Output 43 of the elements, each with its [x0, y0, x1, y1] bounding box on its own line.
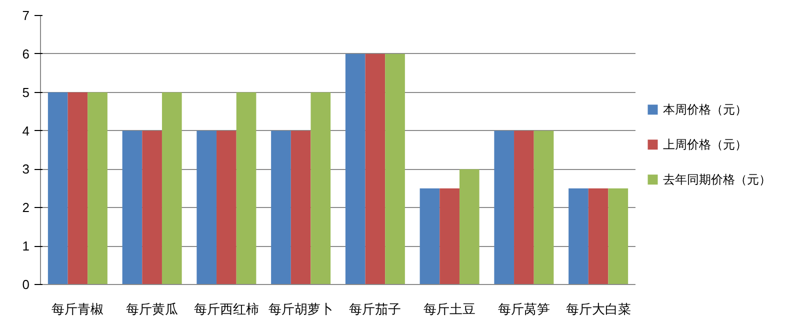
bar	[48, 92, 68, 284]
bar	[420, 188, 440, 284]
y-tick-label: 2	[22, 200, 30, 216]
y-tick-label: 5	[22, 84, 30, 100]
bar	[122, 130, 142, 284]
y-tick-label: 4	[22, 123, 30, 138]
legend-label: 本周价格（元）	[662, 102, 747, 117]
bar	[534, 130, 554, 284]
bar	[459, 169, 480, 284]
bar	[88, 92, 108, 284]
bar	[568, 188, 588, 284]
bar	[310, 92, 331, 284]
y-tick-label: 1	[22, 238, 30, 254]
bar	[385, 54, 405, 284]
bar	[162, 92, 182, 284]
bar	[588, 188, 608, 284]
bar	[608, 188, 628, 284]
bar	[514, 130, 534, 284]
bar	[365, 54, 386, 284]
bar	[68, 92, 88, 284]
bar	[236, 92, 256, 284]
x-tick-label: 每斤胡萝卜	[268, 302, 334, 318]
x-tick-label: 每斤莴笋	[498, 302, 550, 318]
x-tick-label: 每斤土豆	[424, 302, 476, 318]
bar	[290, 130, 311, 284]
x-tick-label: 每斤黄瓜	[126, 302, 178, 318]
bar	[142, 130, 162, 284]
bar	[216, 130, 236, 284]
y-tick-label: 0	[22, 277, 30, 292]
bar	[345, 54, 366, 284]
x-tick-label: 每斤青椒	[52, 302, 104, 318]
y-tick-label: 6	[22, 46, 30, 62]
legend-label: 去年同期价格（元）	[662, 172, 771, 187]
x-tick-label: 每斤西红柿	[194, 302, 259, 318]
bar	[271, 130, 291, 284]
y-tick-label: 3	[22, 162, 30, 177]
x-tick-label: 每斤大白菜	[566, 302, 631, 318]
bar	[494, 130, 514, 284]
x-tick-label: 每斤茄子	[349, 302, 402, 318]
legend-label: 上周价格（元）	[662, 138, 747, 152]
y-tick-label: 7	[22, 8, 30, 23]
bar	[196, 130, 217, 284]
bar	[440, 188, 460, 284]
